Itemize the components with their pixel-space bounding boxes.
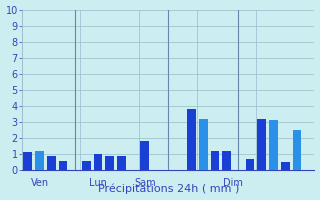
Text: Ven: Ven (30, 178, 49, 188)
Bar (35, 151, 44, 170)
Bar (211, 151, 220, 170)
Bar (82, 161, 91, 170)
Bar (47, 156, 56, 170)
Bar (105, 156, 114, 170)
Bar (59, 161, 67, 170)
Text: Dim: Dim (223, 178, 243, 188)
X-axis label: Précipitations 24h ( mm ): Précipitations 24h ( mm ) (98, 184, 239, 194)
Bar (94, 154, 102, 170)
Bar (257, 119, 266, 170)
Bar (117, 156, 126, 170)
Bar (23, 152, 32, 170)
Text: Lun: Lun (89, 178, 107, 188)
Bar (246, 159, 254, 170)
Bar (187, 109, 196, 170)
Text: Sam: Sam (134, 178, 156, 188)
Bar (199, 119, 208, 170)
Bar (269, 120, 278, 170)
Bar (281, 162, 290, 170)
Bar (140, 141, 149, 170)
Bar (222, 151, 231, 170)
Bar (292, 130, 301, 170)
